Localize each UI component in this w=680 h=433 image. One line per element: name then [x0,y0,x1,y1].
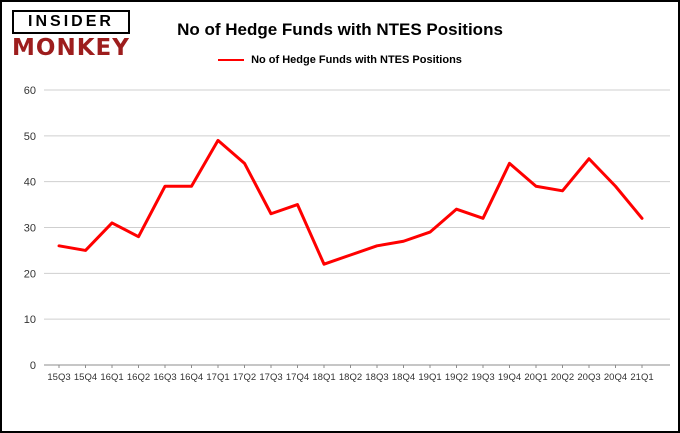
x-tick-label: 16Q2 [127,372,150,383]
x-tick-label: 19Q3 [471,372,494,383]
x-tick-label: 19Q2 [445,372,468,383]
x-tick-label: 17Q4 [286,372,309,383]
x-tick-label: 19Q4 [498,372,521,383]
y-tick-label: 10 [24,314,36,326]
x-tick-label: 15Q3 [47,372,70,383]
x-tick-label: 18Q1 [312,372,335,383]
y-tick-label: 40 [24,177,36,189]
series-line [57,138,644,266]
x-tick-label: 15Q4 [74,372,97,383]
y-tick-label: 60 [24,85,36,97]
legend-label: No of Hedge Funds with NTES Positions [251,54,462,66]
x-tick-label: 20Q2 [551,372,574,383]
x-tick-label: 18Q4 [392,372,415,383]
x-tick-label: 19Q1 [418,372,441,383]
y-tick-label: 0 [30,360,36,372]
logo-monkey-text: MONKEY [12,35,130,61]
logo-insider-text: INSIDER [12,10,130,34]
x-tick-label: 16Q4 [180,372,203,383]
legend-line-swatch [218,59,245,61]
x-tick-label: 16Q1 [100,372,123,383]
x-tick-label: 16Q3 [153,372,176,383]
x-tick-label: 17Q2 [233,372,256,383]
chart-legend: No of Hedge Funds with NTES Positions [2,54,678,66]
x-tick-label: 20Q1 [524,372,547,383]
x-tick-label: 17Q3 [259,372,282,383]
x-tick-label: 17Q1 [206,372,229,383]
y-tick-label: 50 [24,131,36,143]
x-tick-label: 18Q2 [339,372,362,383]
y-tick-label: 30 [24,223,36,235]
x-tick-label: 20Q4 [604,372,627,383]
x-tick-label: 20Q3 [577,372,600,383]
x-tick-label: 18Q3 [365,372,388,383]
chart-title: No of Hedge Funds with NTES Positions [177,20,503,39]
y-tick-label: 20 [24,268,36,280]
x-tick-label: 21Q1 [630,372,653,383]
insider-monkey-logo: INSIDER MONKEY [12,10,130,61]
